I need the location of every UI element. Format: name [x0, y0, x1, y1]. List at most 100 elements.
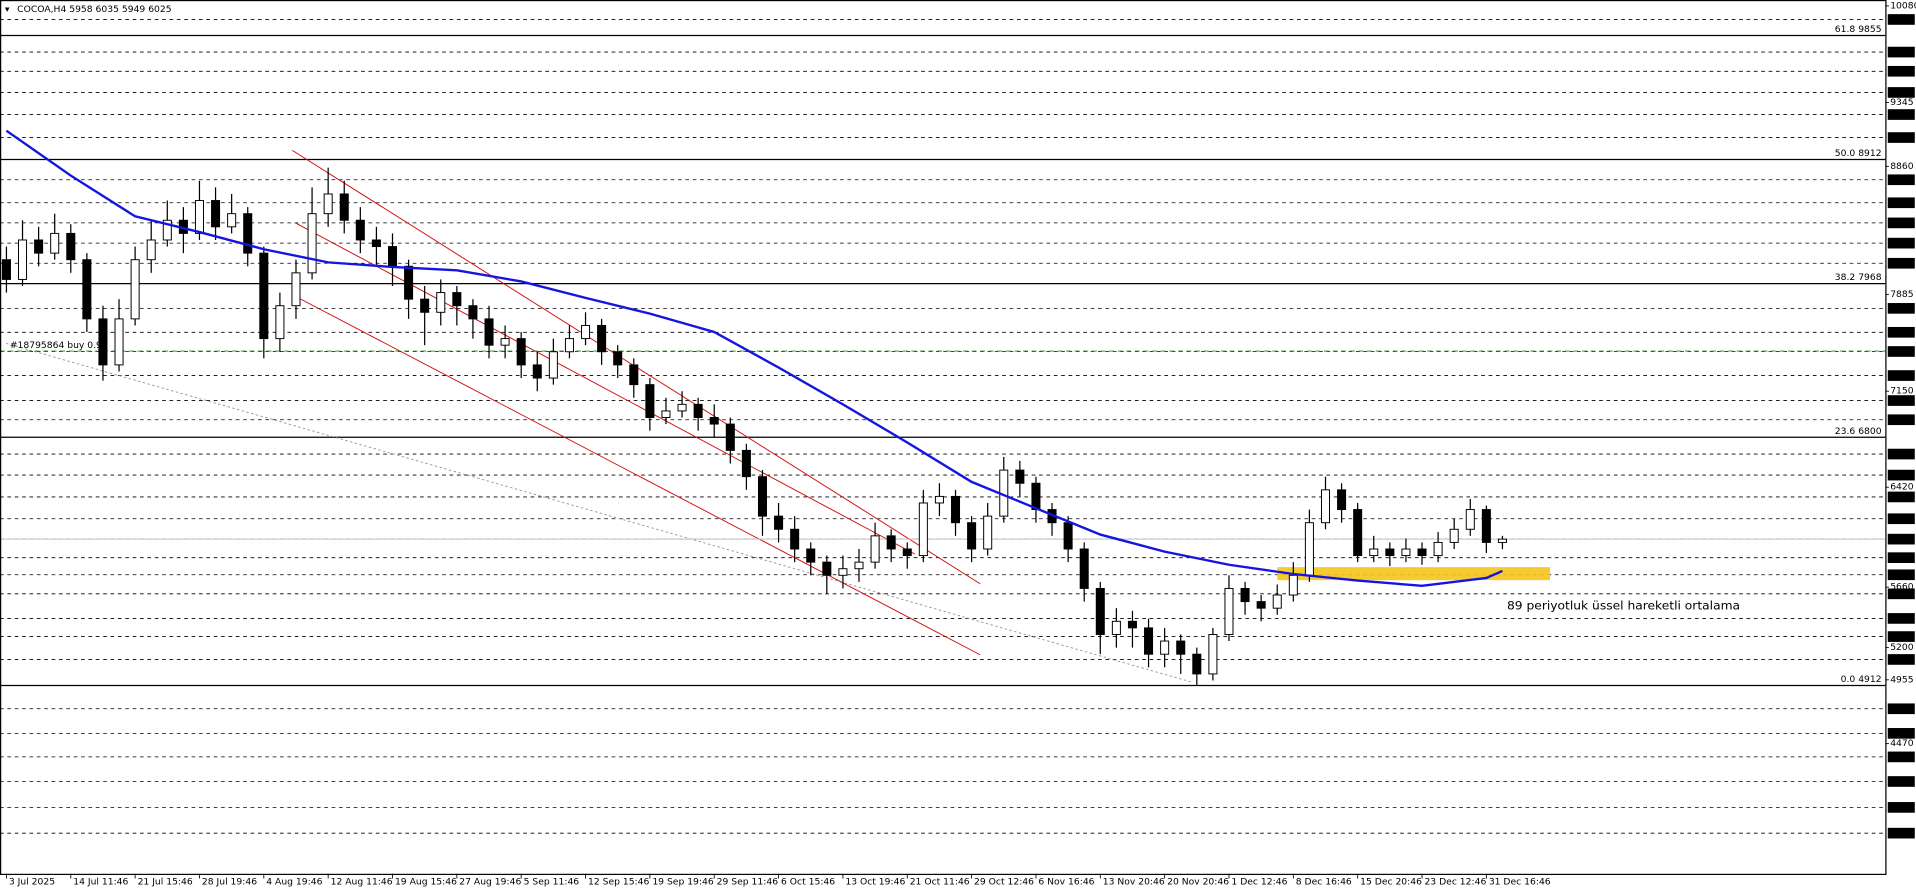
- candle-body: [1079, 548, 1089, 589]
- candle-body: [1369, 548, 1379, 557]
- candle-body: [902, 548, 912, 557]
- level-label: 7598: [1890, 328, 1914, 338]
- x-tick-label: 21 Oct 11:46: [910, 878, 970, 888]
- candle-body: [275, 305, 285, 340]
- level-box: [1887, 197, 1915, 209]
- candle-body: [1272, 594, 1282, 609]
- candle-body: [1433, 541, 1443, 557]
- candle-body: [1497, 538, 1507, 543]
- level-label: 3789: [1890, 829, 1914, 839]
- y-tick-label: 7885: [1890, 290, 1913, 300]
- candle-body: [355, 219, 365, 241]
- candle-body: [1015, 469, 1025, 484]
- level-label: 9977: [1890, 15, 1913, 25]
- channel-line: [294, 295, 981, 656]
- candle-body: [838, 568, 848, 576]
- level-box: [1887, 414, 1915, 426]
- level-label: 6180: [1890, 514, 1914, 524]
- candle-body: [1481, 509, 1491, 543]
- y-tick-label: 4955: [1890, 675, 1913, 685]
- candle-body: [339, 193, 349, 221]
- candle-body: [404, 265, 414, 300]
- level-label: 8758: [1890, 175, 1914, 185]
- candle-body: [661, 410, 671, 418]
- y-tick-label: 4470: [1890, 739, 1914, 749]
- order-label: #18795864 buy 0.99: [10, 341, 108, 351]
- candle-body: [1031, 482, 1041, 511]
- level-box: [1887, 491, 1915, 503]
- candle-body: [532, 364, 542, 379]
- y-tick-label: 8860: [1890, 162, 1914, 172]
- candle-body: [822, 561, 832, 576]
- level-label: 9254: [1890, 110, 1914, 120]
- candle-body: [18, 239, 28, 280]
- fib-label: 23.6 6800: [1835, 427, 1882, 437]
- candle-body: [1337, 489, 1347, 511]
- y-tick-label: 5200: [1890, 643, 1914, 653]
- x-tick-label: 6 Nov 16:46: [1038, 878, 1094, 888]
- level-box: [1887, 569, 1915, 581]
- x-tick-label: 13 Nov 20:46: [1103, 878, 1165, 888]
- candle-body: [1176, 640, 1186, 655]
- candle-body: [484, 318, 494, 346]
- candle-body: [50, 232, 60, 254]
- level-box: [1887, 728, 1915, 739]
- level-box: [1887, 132, 1915, 143]
- level-label: 3985: [1890, 803, 1913, 813]
- candle-body: [709, 417, 719, 425]
- candle-body: [886, 535, 896, 550]
- candle-body: [1288, 574, 1298, 596]
- candle-body: [613, 351, 623, 366]
- level-box: [1887, 87, 1915, 98]
- level-box: [1887, 326, 1915, 338]
- level-label: 5884: [1890, 553, 1914, 563]
- candle-body: [291, 272, 301, 307]
- level-label: 6346: [1890, 493, 1914, 503]
- level-box: [1887, 217, 1915, 229]
- candle-body: [211, 200, 221, 228]
- x-tick-label: 15 Dec 20:46: [1360, 878, 1422, 888]
- level-label: 8123: [1890, 259, 1914, 269]
- x-tick-label: 29 Oct 12:46: [974, 878, 1034, 888]
- channel-line: [294, 222, 916, 555]
- x-tick-label: 27 Aug 19:46: [459, 878, 521, 888]
- level-label: 9583: [1890, 67, 1914, 77]
- level-label: 9422: [1890, 88, 1913, 98]
- candle-body: [645, 384, 655, 418]
- level-box: [1887, 346, 1915, 357]
- y-tick-label: 10080: [1890, 2, 1916, 12]
- candle-body: [1401, 548, 1411, 557]
- level-label: 6933: [1890, 415, 1914, 425]
- level-box: [1887, 469, 1915, 481]
- candle-body: [66, 232, 76, 261]
- x-tick-label: 28 Jul 19:46: [202, 878, 257, 888]
- candle-body: [870, 535, 880, 563]
- candle-body: [581, 324, 591, 340]
- candle-body: [548, 351, 558, 379]
- level-label: 6512: [1890, 471, 1913, 481]
- level-box: [1887, 257, 1915, 269]
- level-label: 5609: [1890, 589, 1914, 599]
- level-box: [1887, 46, 1915, 58]
- level-label: 5284: [1890, 632, 1914, 642]
- candle-body: [323, 193, 333, 215]
- candle-body: [1192, 653, 1202, 675]
- support-zone: [1277, 567, 1550, 581]
- level-box: [1887, 174, 1915, 186]
- level-box: [1887, 448, 1915, 460]
- candle-body: [790, 528, 800, 550]
- candle-body: [1063, 522, 1073, 550]
- candle-body: [629, 364, 639, 386]
- level-box: [1887, 65, 1915, 77]
- level-box: [1887, 303, 1915, 314]
- candle-body: [1256, 601, 1266, 609]
- title-icon: ▾: [5, 5, 10, 15]
- level-label: 6025: [1890, 535, 1913, 545]
- level-box: [1887, 654, 1915, 665]
- candle-body: [806, 548, 816, 563]
- level-box: [1887, 802, 1915, 813]
- x-tick-label: 14 Jul 11:46: [73, 878, 128, 888]
- fib-label: 38.2 7968: [1835, 273, 1882, 283]
